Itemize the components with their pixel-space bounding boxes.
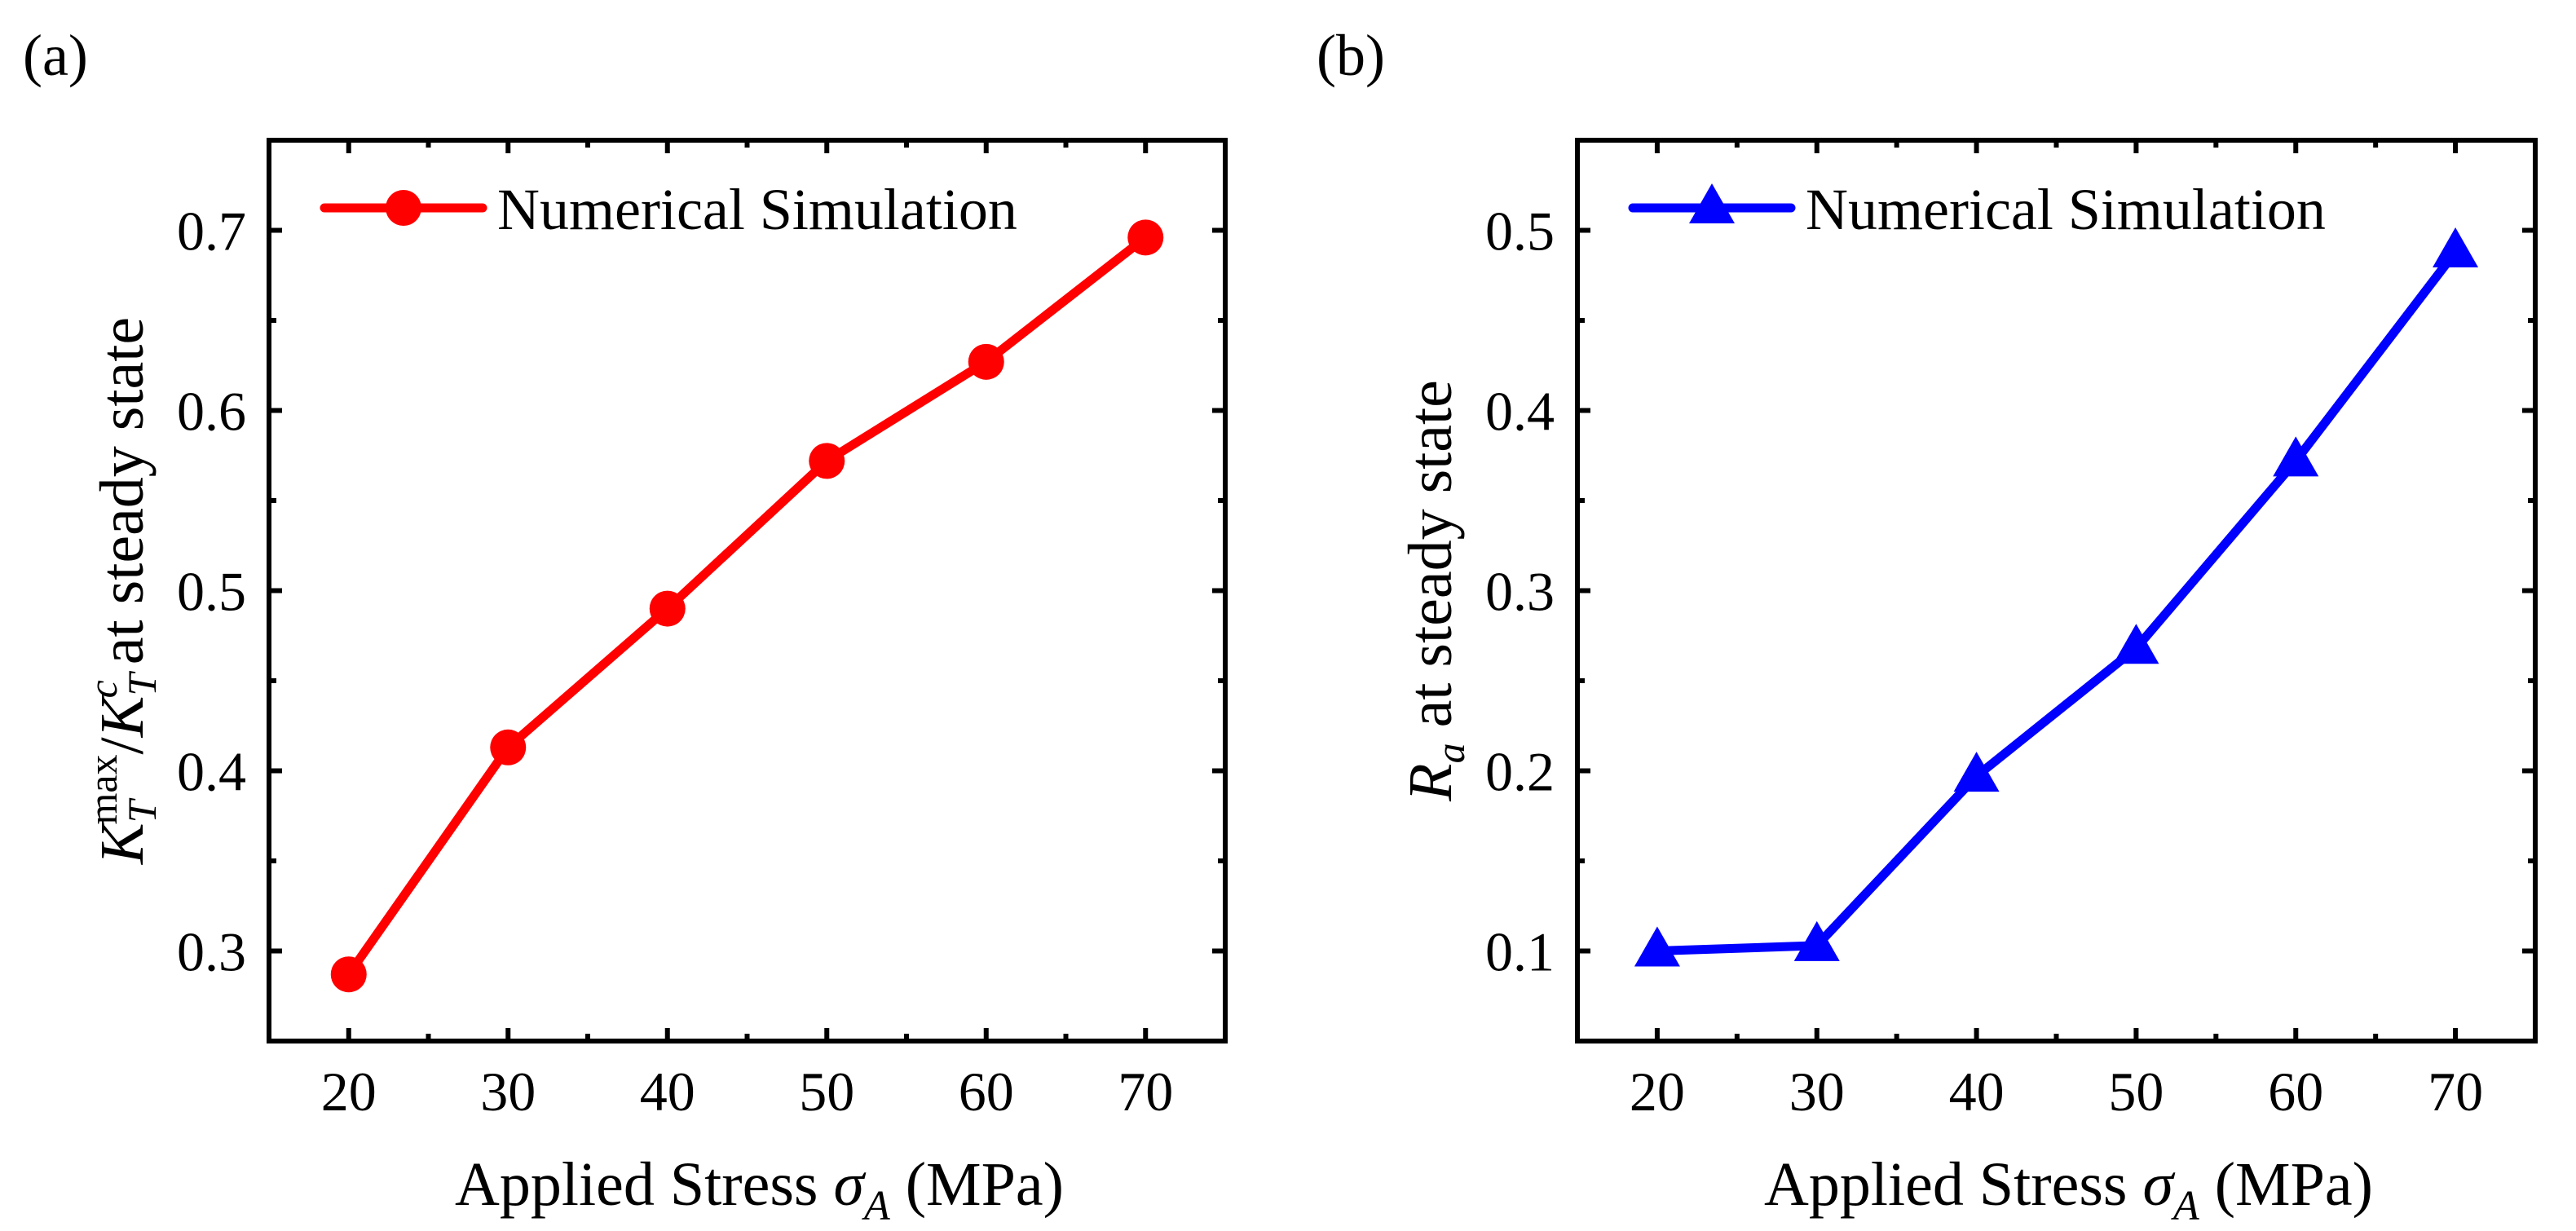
x-tick-label: 30 [480,1061,536,1123]
x-label-subscript: A [862,1183,890,1229]
y-axis-label: Ra at steady state [1396,380,1473,802]
x-tick-label: 20 [321,1061,377,1123]
y-label-sup: c [80,680,126,698]
y-tick-label: 0.5 [1485,201,1555,263]
y-label-text: at steady state [88,317,157,680]
y-tick-label: 0.2 [1485,741,1555,803]
legend-marker [1689,183,1735,223]
x-label-subscript: A [2171,1183,2199,1229]
y-axis-label: KTmax/KTc at steady state [80,317,165,865]
x-tick-label: 70 [2428,1061,2483,1123]
data-point [1634,926,1680,967]
y-label-sup: max [80,754,126,824]
x-label-symbol: σ [833,1150,866,1219]
plot-frame [267,138,1228,1043]
y-tick-label: 0.6 [177,381,246,443]
data-point [2113,624,2159,664]
data-point [1793,920,1840,961]
x-tick-label: 50 [2108,1061,2164,1123]
x-tick-label: 50 [799,1061,854,1123]
legend-label: Numerical Simulation [1806,177,2326,242]
x-tick-label: 70 [1118,1061,1173,1123]
x-axis-label: Applied Stress σA (MPa) [1764,1150,2373,1229]
x-tick-label: 40 [640,1061,695,1123]
panel-a: (a) 20 30 40 50 60 70 0.3 0.4 0.5 0.6 0.7 Applied St… [23,23,1228,1229]
data-point [2273,436,2319,477]
y-tick-label: 0.4 [177,741,246,803]
panel-b: (b) 20 30 40 50 60 70 0.1 0.2 0.3 0.4 0.5 Applied St… [1317,23,2538,1229]
x-label-unit: (MPa) [2199,1150,2373,1219]
x-tick-label: 60 [2268,1061,2323,1123]
data-point [649,590,686,627]
y-label-k: K [88,693,157,738]
legend-label: Numerical Simulation [497,177,1017,242]
data-point [968,343,1004,380]
data-point [2433,227,2479,268]
y-label-slash: / [88,736,157,754]
panel-label: (a) [23,23,88,88]
y-tick-label: 0.3 [177,921,246,983]
y-tick-label: 0.5 [177,561,246,623]
panel-label: (b) [1317,23,1385,88]
y-tick-label: 0.4 [1485,381,1555,443]
x-axis-label: Applied Stress σA (MPa) [455,1150,1064,1229]
y-label-sub: a [1427,743,1473,763]
x-label-text: Applied Stress [1764,1150,2142,1219]
y-label-text: at steady state [1396,380,1465,743]
x-label-text: Applied Stress [455,1150,833,1219]
legend-marker [386,190,421,226]
x-label-unit: (MPa) [890,1150,1064,1219]
data-point [330,956,367,993]
series-line [345,234,1149,977]
y-tick-label: 0.3 [1485,561,1555,623]
x-tick-label: 20 [1630,1061,1685,1123]
y-tick-label: 0.7 [177,201,246,263]
y-tick-label: 0.1 [1485,921,1555,983]
plot-frame [1575,138,2538,1043]
x-tick-label: 30 [1789,1061,1845,1123]
y-label-k: K [88,820,157,865]
data-point [490,729,527,766]
series-line [1656,249,2459,955]
data-point [1953,752,2000,792]
data-point [809,443,845,479]
x-tick-label: 60 [959,1061,1014,1123]
y-label-r: R [1396,763,1465,801]
data-point [1127,219,1164,256]
y-label-sub: T [119,797,165,823]
x-tick-label: 40 [1949,1061,2005,1123]
x-label-symbol: σ [2142,1150,2175,1219]
